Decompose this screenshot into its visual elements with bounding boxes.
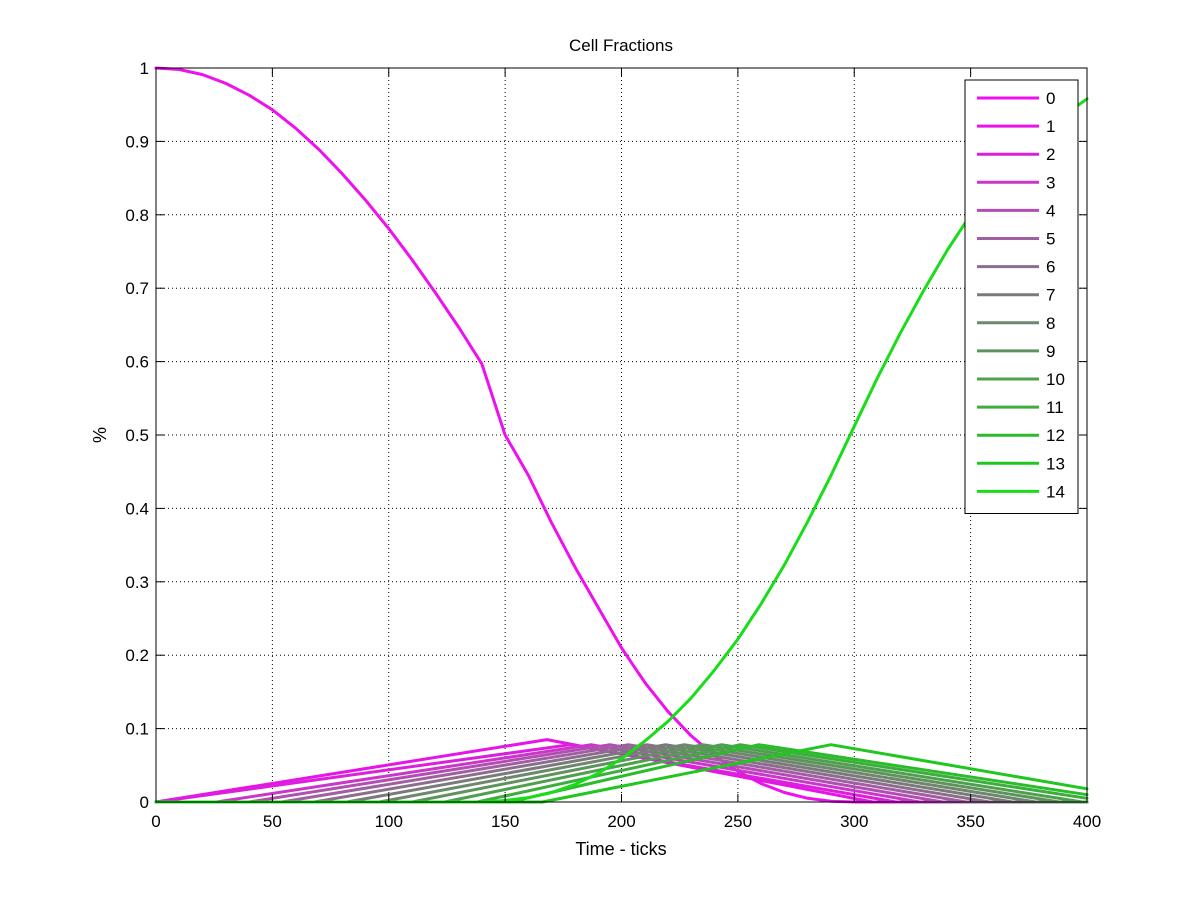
legend-label: 9 [1046, 342, 1055, 361]
legend-label: 6 [1046, 258, 1055, 277]
y-axis-label: % [90, 427, 110, 443]
legend-label: 4 [1046, 201, 1055, 220]
legend-label: 10 [1046, 370, 1065, 389]
axis-ticks: 0 50 100 150 200 250 300 350 40000.10.20.30.40.5… [125, 59, 1101, 831]
legend-label: 3 [1046, 173, 1055, 192]
legend-label: 2 [1046, 145, 1055, 164]
y-tick-label: 0.5 [125, 426, 149, 445]
x-tick-label: 350 [956, 812, 984, 831]
legend-label: 7 [1046, 286, 1055, 305]
legend-box [964, 79, 1079, 514]
y-tick-label: 1 [140, 59, 149, 78]
y-tick-label: 0.6 [125, 353, 149, 372]
y-tick-label: 0.7 [125, 279, 149, 298]
chart-title: Cell Fractions [569, 36, 673, 55]
y-tick-label: 0.8 [125, 206, 149, 225]
y-tick-label: 0.1 [125, 720, 149, 739]
legend-label: 12 [1046, 426, 1065, 445]
plot-area [156, 68, 1087, 802]
legend-label: 0 [1046, 89, 1055, 108]
x-tick-label: 250 [724, 812, 752, 831]
x-tick-label: 200 [607, 812, 635, 831]
x-axis-label: Time - ticks [575, 839, 666, 859]
x-tick-label: 300 [840, 812, 868, 831]
legend-label: 8 [1046, 314, 1055, 333]
legend-label: 1 [1046, 117, 1055, 136]
x-tick-label: 0 [151, 812, 160, 831]
legend-label: 14 [1046, 482, 1065, 501]
y-tick-label: 0.3 [125, 573, 149, 592]
y-tick-label: 0.9 [125, 132, 149, 151]
legend-label: 11 [1046, 398, 1064, 417]
x-tick-label: 400 [1073, 812, 1101, 831]
y-tick-label: 0 [140, 793, 149, 812]
x-tick-label: 150 [491, 812, 519, 831]
x-tick-label: 100 [375, 812, 403, 831]
y-tick-label: 0.4 [125, 499, 149, 518]
x-tick-label: 50 [263, 812, 282, 831]
y-tick-label: 0.2 [125, 646, 149, 665]
legend-label: 5 [1046, 230, 1055, 249]
legend-label: 13 [1046, 454, 1065, 473]
